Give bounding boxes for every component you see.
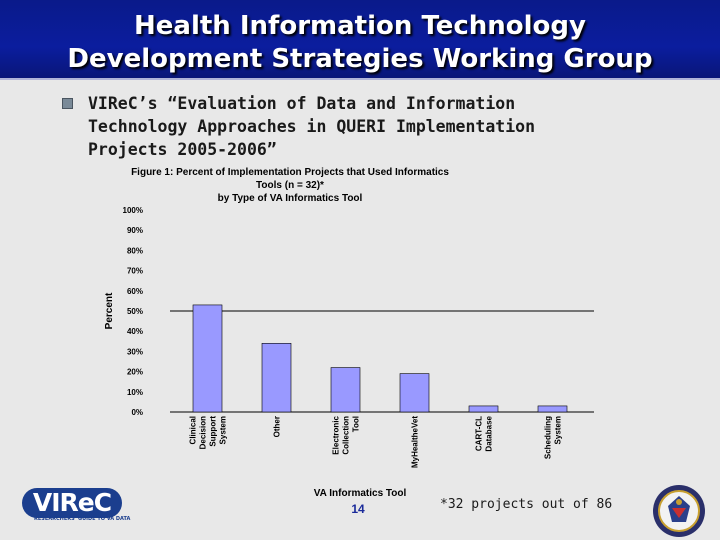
bar [468,405,499,413]
bar [192,304,223,413]
logo-tagline: RESEARCHERS' GUIDE TO VA DATA [34,516,131,522]
y-tick-label: 40% [127,327,143,336]
y-tick-label: 90% [127,226,143,235]
y-tick-label: 50% [127,307,143,316]
bullet-text: VIReC’s “Evaluation of Data and Informat… [88,94,536,159]
bar [261,343,292,413]
x-tick-label: Clinical [189,416,198,444]
x-tick-label: Decision [199,416,208,449]
x-tick-label: CART-CL [475,416,484,451]
slide-header: Health Information Technology Developmen… [0,0,720,80]
x-tick-label: System [554,416,563,444]
virec-logo: VIReC RESEARCHERS' GUIDE TO VA DATA [22,488,130,526]
x-tick-label: Collection [342,416,351,455]
page-number: 14 [351,502,365,516]
x-tick-label: Electronic [332,415,341,454]
logo-text: VIReC [22,488,122,518]
y-tick-label: 100% [123,206,143,215]
y-tick-label: 20% [127,368,143,377]
x-tick-label: Database [485,415,494,451]
y-tick-label: 10% [127,388,143,397]
chart-title: Figure 1: Percent of Implementation Proj… [131,167,449,204]
x-axis-label: VA Informatics Tool [314,488,407,499]
bar [537,405,568,413]
bar [399,373,430,413]
va-seal-icon [653,485,705,537]
x-tick-label: Support [209,416,218,447]
slide-title: Health Information Technology Developmen… [67,11,653,74]
y-tick-label: 0% [131,408,143,417]
y-tick-label: 70% [127,267,143,276]
y-tick-label: 30% [127,347,143,356]
x-tick-label: MyHealtheVet [411,416,420,468]
x-tick-label: Scheduling [544,416,553,459]
y-tick-label: 60% [127,287,143,296]
x-tick-label: Other [273,416,282,437]
bar [330,367,361,413]
x-tick-label: Tool [352,416,361,432]
bullet-icon [62,98,73,109]
y-tick-label: 80% [127,246,143,255]
x-tick-label: System [219,416,228,444]
footnote: *32 projects out of 86 [440,497,613,512]
y-axis-label: Percent [104,292,115,329]
